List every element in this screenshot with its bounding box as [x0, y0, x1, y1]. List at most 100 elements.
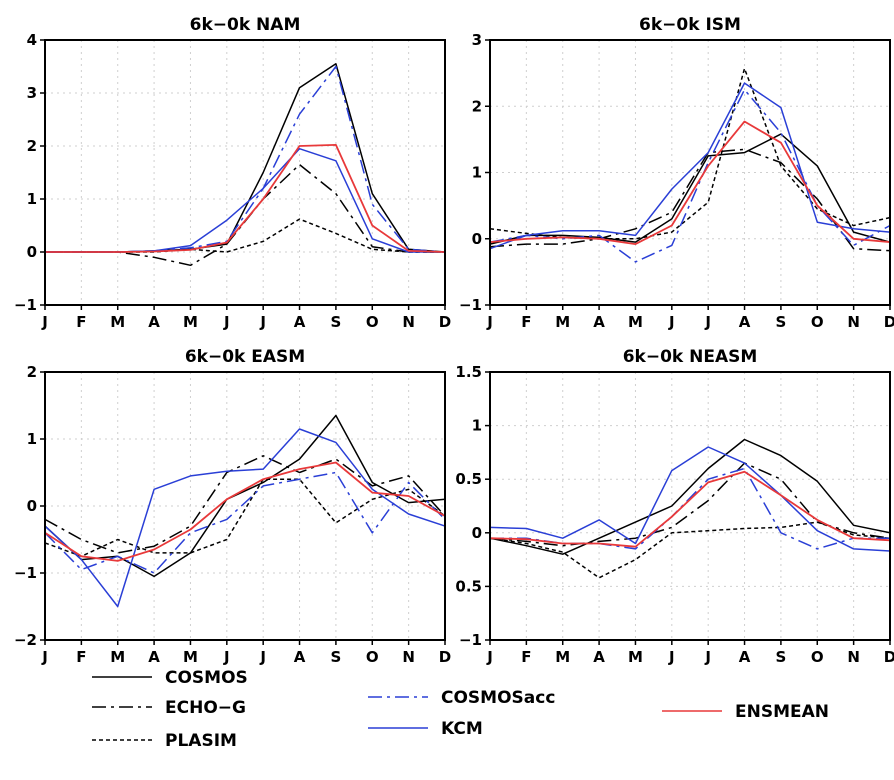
x-tick-label: D: [884, 648, 894, 666]
series-line-plasim: [489, 521, 891, 579]
legend-label: COSMOS: [165, 668, 248, 688]
x-tick-label: J: [223, 313, 230, 331]
series-line-cosmos: [489, 438, 891, 555]
x-tick-label: S: [776, 313, 787, 331]
x-tick-label: O: [366, 648, 379, 666]
x-tick-label: J: [223, 648, 230, 666]
x-tick-label: N: [402, 313, 415, 331]
y-tick-label: 2: [27, 363, 37, 381]
y-tick-label: 0.5: [455, 470, 482, 488]
y-tick-label: 0: [472, 230, 482, 248]
x-tick-label: A: [739, 313, 751, 331]
legend-item: COSMOS: [92, 668, 248, 688]
y-tick-label: 3: [472, 31, 482, 49]
series-line-ensmean: [45, 143, 446, 253]
y-tick-label: 2: [472, 97, 482, 115]
x-tick-label: A: [593, 648, 605, 666]
series-line-kcm: [45, 147, 445, 253]
plot-frame: [489, 371, 891, 641]
legend-label: COSMOSacc: [441, 688, 555, 708]
y-tick-label: 3: [27, 84, 37, 102]
panel-title: 6k−0k EASM: [185, 347, 305, 367]
x-tick-label: J: [41, 313, 48, 331]
series-line-cosmos: [44, 414, 446, 578]
series-line-ensmean: [44, 461, 446, 562]
series-line-echo-g: [44, 455, 446, 554]
x-tick-label: M: [628, 313, 643, 331]
series-line-cosmosacc: [44, 471, 446, 574]
x-tick-label: D: [439, 313, 451, 331]
x-tick-label: J: [486, 313, 493, 331]
x-tick-label: F: [76, 648, 86, 666]
y-tick-label: −1: [459, 631, 482, 649]
x-tick-label: J: [41, 648, 48, 666]
series-line-plasim: [45, 218, 445, 253]
legend-item: KCM: [368, 719, 483, 739]
x-tick-label: M: [110, 313, 125, 331]
y-tick-label: 1.5: [455, 363, 482, 381]
x-tick-label: O: [811, 313, 824, 331]
x-tick-label: D: [884, 313, 894, 331]
x-tick-label: F: [521, 313, 531, 331]
x-tick-label: O: [811, 648, 824, 666]
x-tick-label: J: [259, 313, 266, 331]
x-tick-label: J: [668, 648, 675, 666]
legend-item: ECHO−G: [92, 698, 246, 718]
series-line-ensmean: [489, 470, 891, 548]
panel-4: J F M A M J J A S O N D −1 0.5 0 0.5 1 1.5 6k−0k NEASM: [455, 347, 894, 666]
panel-2: J F M A M J J A S O N D −1 0 1 2 3 6k−0k ISM: [459, 15, 894, 331]
x-tick-label: A: [593, 313, 605, 331]
legend: COSMOS ECHO−G PLASIM COSMOSacc KCM ENSMEAN: [92, 668, 829, 751]
x-tick-label: M: [555, 648, 570, 666]
y-tick-label: −1: [459, 296, 482, 314]
y-tick-label: 0: [472, 524, 482, 542]
x-tick-label: J: [704, 648, 711, 666]
y-tick-label: −1: [14, 564, 37, 582]
x-tick-label: J: [668, 313, 675, 331]
x-tick-label: N: [402, 648, 415, 666]
y-tick-label: −1: [14, 296, 37, 314]
x-tick-label: D: [439, 648, 451, 666]
series-line-kcm: [44, 428, 446, 608]
x-tick-label: O: [366, 313, 379, 331]
y-tick-label: 2: [27, 137, 37, 155]
y-tick-label: 1: [472, 164, 482, 182]
panel-1: J F M A M J J A S O N D −1 0 1 2 3 4 6k−0k NAM: [14, 15, 451, 331]
legend-item: PLASIM: [92, 731, 237, 751]
x-tick-label: F: [521, 648, 531, 666]
y-tick-label: −2: [14, 631, 37, 649]
series-line-echo-g: [45, 163, 445, 267]
panel-3: J F M A M J J A S O N D −2 −1 0 1 2 6k−0k EASM: [14, 347, 451, 666]
legend-label: ECHO−G: [165, 698, 246, 718]
x-tick-label: M: [110, 648, 125, 666]
series-line-cosmosacc: [45, 65, 446, 253]
series-line-ensmean: [489, 120, 891, 246]
x-tick-label: N: [847, 648, 860, 666]
legend-item: ENSMEAN: [662, 702, 829, 722]
series-line-echo-g: [489, 148, 891, 252]
series-line-cosmos: [489, 133, 891, 245]
plot-frame: [44, 39, 446, 306]
x-tick-label: F: [76, 313, 86, 331]
y-tick-label: 0: [27, 243, 37, 261]
x-tick-label: A: [739, 648, 751, 666]
x-tick-label: J: [486, 648, 493, 666]
x-tick-label: J: [704, 313, 711, 331]
x-tick-label: S: [331, 648, 342, 666]
x-tick-label: A: [148, 648, 160, 666]
x-tick-label: J: [259, 648, 266, 666]
series-line-kcm: [489, 82, 891, 250]
y-tick-label: 1: [27, 430, 37, 448]
series-line-kcm: [489, 446, 891, 552]
y-tick-label: 0.5: [455, 577, 482, 595]
y-tick-label: 4: [27, 31, 37, 49]
x-tick-label: M: [183, 648, 198, 666]
panel-title: 6k−0k NEASM: [623, 347, 758, 367]
legend-label: PLASIM: [165, 731, 237, 751]
x-tick-label: A: [294, 313, 306, 331]
x-tick-label: S: [776, 648, 787, 666]
series-line-plasim: [44, 478, 446, 558]
x-tick-label: M: [628, 648, 643, 666]
panel-title: 6k−0k ISM: [639, 15, 741, 35]
